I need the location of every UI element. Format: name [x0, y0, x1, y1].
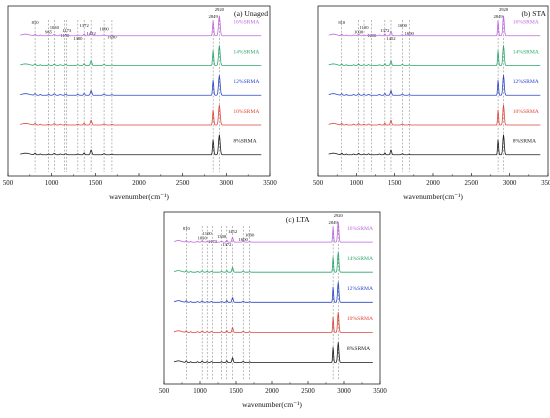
series-label: 12%SRMA: [513, 79, 539, 85]
peak-label: 1690: [107, 34, 117, 39]
chart-title: (c) LTA: [286, 215, 310, 224]
series-label: 14%SRMA: [233, 49, 259, 55]
series-label: 14%SRMA: [347, 256, 373, 262]
x-tick-label: 3500: [541, 180, 550, 187]
x-tick-label: 3500: [373, 388, 387, 395]
spectrum-trace: [173, 221, 373, 243]
peak-label: 810: [338, 20, 346, 25]
x-tick-label: 2000: [265, 388, 279, 395]
x-tick-label: 2500: [465, 180, 479, 187]
spectrum-trace: [20, 15, 262, 37]
spectrum-trace: [328, 74, 541, 96]
peak-label: 1100: [203, 231, 213, 236]
chart-panel-unaged: 500 1000 1500 2000 2500 3000 3500 wavenumber(cm…: [3, 5, 277, 206]
x-axis-label: wavenumber(cm⁻¹): [109, 192, 169, 201]
peak-label: 1452: [228, 229, 238, 234]
x-tick-label: 2500: [176, 180, 190, 187]
x-tick-label: 500: [159, 388, 170, 395]
peak-label: 1200: [367, 33, 377, 38]
x-tick-label: 1500: [89, 180, 103, 187]
chart-panel-lta: 500 1000 1500 2000 2500 3000 3500 wavenumber(cm…: [159, 211, 387, 414]
peak-label: 1030: [50, 25, 60, 30]
peak-label: 1030: [198, 236, 208, 241]
spectrum-trace: [328, 15, 541, 37]
x-tick-label: 500: [313, 180, 324, 187]
ftir-chart-svg: 500 1000 1500 2000 2500 3000 3500 wavenumber(cm…: [159, 211, 387, 409]
x-tick-label: 3500: [263, 180, 277, 187]
x-tick-label: 1000: [350, 180, 364, 187]
plot-frame: [317, 5, 549, 177]
x-tick-label: 2000: [132, 180, 146, 187]
ftir-chart-svg: 500 1000 1500 2000 2500 3000 3500 wavenumber(cm…: [313, 5, 550, 201]
peak-label: 2920: [499, 7, 509, 12]
spectrum-trace: [20, 45, 262, 66]
peak-label: 1372: [80, 23, 90, 28]
series-label: 8%SRMA: [347, 346, 370, 352]
peak-label: 1300: [217, 234, 227, 239]
series-label: 8%SRMA: [513, 139, 536, 145]
series-label: 10%SRMA: [513, 109, 539, 115]
spectrum-trace: [173, 311, 373, 333]
peak-label: 1452: [87, 31, 97, 36]
peak-label: 965: [45, 30, 53, 35]
series-label: 14%SRMA: [513, 49, 539, 55]
x-tick-label: 500: [3, 180, 14, 187]
peak-label: 1300: [73, 36, 83, 41]
series-label: 8%SRMA: [233, 139, 256, 145]
x-tick-label: 3000: [503, 180, 517, 187]
peak-label: 1690: [405, 31, 415, 36]
peak-label: 2849: [329, 220, 339, 225]
series-label: 16%SRMA: [347, 226, 373, 232]
peak-label: 2849: [209, 14, 219, 19]
spectrum-trace: [328, 104, 541, 126]
peak-label: 1372: [222, 242, 232, 247]
x-tick-label: 1500: [388, 180, 402, 187]
peak-label: 1173: [62, 28, 72, 33]
spectrum-trace: [173, 342, 373, 363]
x-axis-label: wavenumber(cm⁻¹): [403, 192, 463, 201]
peak-label: 1600: [398, 23, 408, 28]
peak-label: 1452: [386, 36, 396, 41]
x-tick-label: 1000: [193, 388, 207, 395]
series-label: 16%SRMA: [513, 20, 539, 26]
peak-label: 1600: [239, 237, 249, 242]
peak-label: 810: [183, 226, 191, 231]
x-tick-label: 1000: [45, 180, 59, 187]
spectrum-trace: [173, 251, 373, 273]
x-tick-label: 2000: [426, 180, 440, 187]
x-axis-label: wavenumber(cm⁻¹): [242, 400, 302, 409]
peak-label: 2849: [493, 14, 503, 19]
ftir-chart-svg: 500 1000 1500 2000 2500 3000 3500 wavenumber(cm…: [3, 5, 277, 201]
spectrum-trace: [20, 134, 262, 156]
plot-frame: [163, 211, 381, 385]
series-label: 12%SRMA: [233, 79, 259, 85]
peak-label: 1173: [208, 239, 218, 244]
chart-title: (b) STA: [522, 9, 547, 18]
x-tick-label: 3000: [337, 388, 351, 395]
peak-label: 1030: [354, 30, 364, 35]
peak-label: 2920: [215, 7, 225, 12]
spectrum-trace: [20, 74, 262, 96]
peak-label: 1690: [245, 232, 255, 237]
series-label: 16%SRMA: [233, 20, 259, 26]
chart-title: (a) Unaged: [234, 9, 268, 18]
peak-label: 2920: [334, 213, 344, 218]
peak-label: 1100: [359, 25, 369, 30]
x-tick-label: 1500: [229, 388, 243, 395]
peak-label: 1600: [99, 26, 109, 31]
spectrum-trace: [328, 45, 541, 66]
spectrum-trace: [173, 281, 373, 303]
peak-label: 810: [32, 20, 40, 25]
series-label: 12%SRMA: [347, 286, 373, 292]
x-tick-label: 3000: [220, 180, 234, 187]
spectrum-trace: [328, 134, 541, 156]
series-label: 10%SRMA: [347, 316, 373, 322]
peak-label: 1372: [380, 28, 390, 33]
series-label: 10%SRMA: [233, 109, 259, 115]
chart-panel-sta: 500 1000 1500 2000 2500 3000 3500 wavenumber(cm…: [313, 5, 550, 206]
x-tick-label: 2500: [301, 388, 315, 395]
spectrum-trace: [20, 104, 262, 126]
